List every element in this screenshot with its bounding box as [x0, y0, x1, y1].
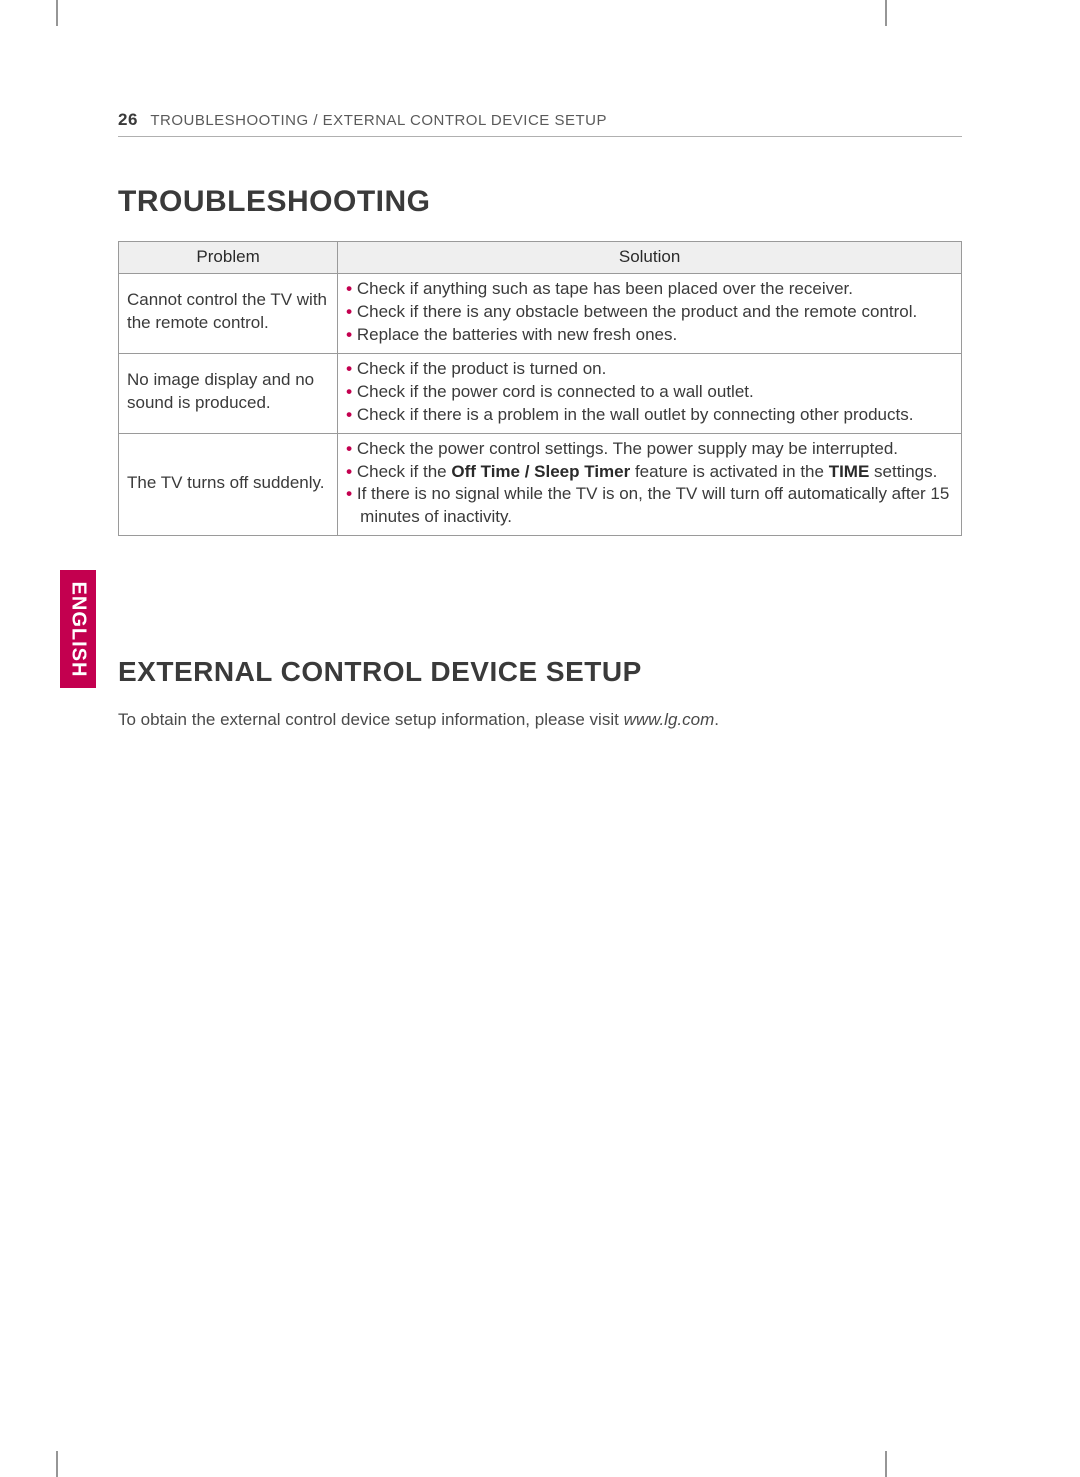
- solution-item: Check if there is a problem in the wall …: [346, 404, 953, 427]
- language-tab: ENGLISH: [60, 570, 96, 688]
- solution-item: Check if the product is turned on.: [346, 358, 953, 381]
- solution-item: Check if anything such as tape has been …: [346, 278, 953, 301]
- solution-cell: Check if the product is turned on. Check…: [338, 353, 962, 433]
- solution-item: Replace the batteries with new fresh one…: [346, 324, 953, 347]
- table-row: The TV turns off suddenly. Check the pow…: [119, 433, 962, 536]
- page-content: 26 TROUBLESHOOTING / EXTERNAL CONTROL DE…: [118, 110, 962, 730]
- solution-cell: Check if anything such as tape has been …: [338, 273, 962, 353]
- solution-item: Check if the Off Time / Sleep Timer feat…: [346, 461, 953, 484]
- page-number: 26: [118, 110, 138, 129]
- section-title-external: EXTERNAL CONTROL DEVICE SETUP: [118, 656, 962, 688]
- troubleshooting-table: Problem Solution Cannot control the TV w…: [118, 241, 962, 536]
- col-header-solution: Solution: [338, 242, 962, 274]
- section-title-troubleshooting: TROUBLESHOOTING: [118, 185, 962, 219]
- running-header: 26 TROUBLESHOOTING / EXTERNAL CONTROL DE…: [118, 110, 962, 137]
- table-row: No image display and no sound is produce…: [119, 353, 962, 433]
- language-tab-label: ENGLISH: [67, 581, 90, 677]
- col-header-problem: Problem: [119, 242, 338, 274]
- running-head-text: TROUBLESHOOTING / EXTERNAL CONTROL DEVIC…: [150, 112, 607, 129]
- problem-cell: The TV turns off suddenly.: [119, 433, 338, 536]
- problem-cell: Cannot control the TV with the remote co…: [119, 273, 338, 353]
- solution-item: Check the power control settings. The po…: [346, 438, 953, 461]
- solution-cell: Check the power control settings. The po…: [338, 433, 962, 536]
- problem-cell: No image display and no sound is produce…: [119, 353, 338, 433]
- table-row: Cannot control the TV with the remote co…: [119, 273, 962, 353]
- solution-item: Check if the power cord is connected to …: [346, 381, 953, 404]
- solution-item: Check if there is any obstacle between t…: [346, 301, 953, 324]
- external-setup-body: To obtain the external control device se…: [118, 710, 962, 730]
- solution-item: If there is no signal while the TV is on…: [346, 483, 953, 529]
